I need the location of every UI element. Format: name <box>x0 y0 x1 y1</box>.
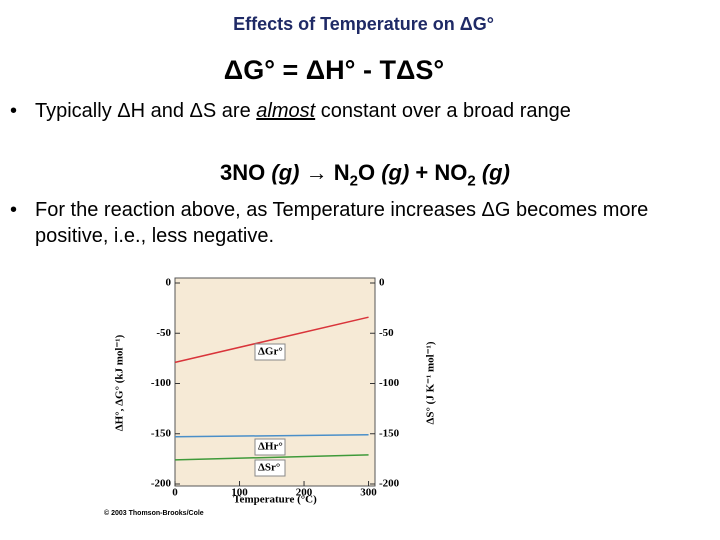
text: For the reaction above, as Temperature i… <box>35 199 649 247</box>
y2-tick-label: -50 <box>379 327 394 339</box>
bullet: For the reaction above, as Temperature i… <box>10 197 655 249</box>
x-tick-label: 0 <box>172 487 178 499</box>
y-tick-label: 0 <box>166 277 172 289</box>
series-line <box>174 316 369 364</box>
text: Typically ΔH and ΔS are <box>35 100 257 122</box>
credit: © 2003 Thomson-Brooks/Cole <box>104 509 204 517</box>
reaction: 3NO (g) → N2O (g) + NO2 (g) <box>0 160 720 189</box>
y-tick-label: -100 <box>151 377 172 389</box>
x-tick-label: 300 <box>360 487 377 499</box>
y-tick-label: -150 <box>151 427 172 439</box>
y-tick-label: -50 <box>156 327 171 339</box>
equation: ΔG° = ΔH° - TΔS° <box>223 55 445 85</box>
text: (g) <box>381 160 410 185</box>
label-box <box>254 438 286 456</box>
text: (g) <box>271 160 300 185</box>
text: (g) <box>481 160 510 185</box>
label-box <box>254 459 286 477</box>
bullet: Typically ΔH and ΔS are almost constant … <box>10 98 655 124</box>
text: 3NO <box>220 160 272 185</box>
subscript: 2 <box>349 172 358 190</box>
subscript: 2 <box>467 172 476 190</box>
series-label: ΔHr° <box>258 441 283 453</box>
series-label: ΔGr° <box>258 346 283 358</box>
x-axis-label: Temperature (°C) <box>233 494 317 506</box>
series-line <box>174 434 369 438</box>
text: constant over a broad range <box>315 100 571 122</box>
y2-axis-label: ΔS° (J K⁻¹ mol⁻¹) <box>425 341 437 424</box>
emphasis: almost <box>256 100 316 122</box>
y-axis-label: ΔH°, ΔG° (kJ mol⁻¹) <box>114 334 126 431</box>
x-tick-label: 200 <box>296 487 313 499</box>
text: + NO <box>409 160 468 185</box>
y2-tick-label: -150 <box>379 427 400 439</box>
label-box <box>254 343 286 361</box>
series-label: ΔSr° <box>258 462 280 474</box>
series-line <box>174 454 369 461</box>
text: O <box>357 160 382 185</box>
y2-tick-label: -200 <box>379 478 400 490</box>
y2-tick-label: 0 <box>379 277 385 289</box>
y-tick-label: -200 <box>151 478 172 490</box>
slide-title: Effects of Temperature on ΔG° <box>233 14 494 34</box>
x-tick-label: 100 <box>231 487 248 499</box>
text: → N <box>299 160 350 185</box>
y2-tick-label: -100 <box>379 377 400 389</box>
